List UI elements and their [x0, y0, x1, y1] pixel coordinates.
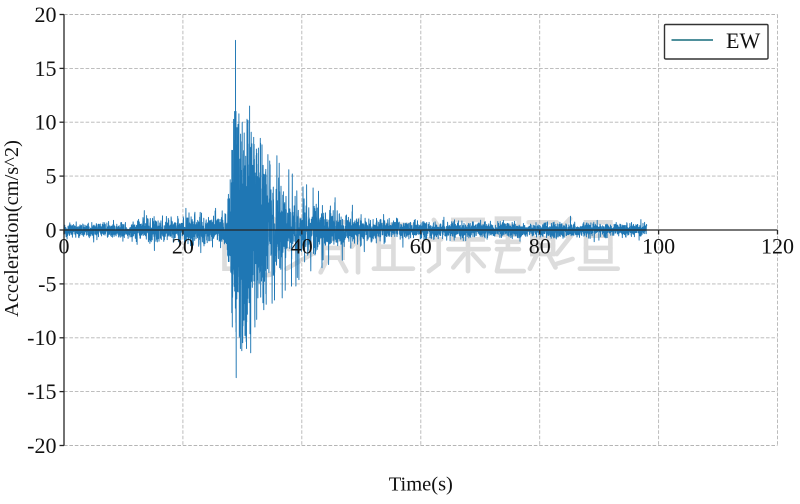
- svg-text:5: 5: [46, 164, 57, 189]
- svg-text:Time(s): Time(s): [389, 474, 453, 496]
- svg-text:EW: EW: [726, 28, 760, 53]
- svg-text:80: 80: [529, 234, 551, 259]
- svg-text:-10: -10: [27, 325, 56, 350]
- svg-text:60: 60: [410, 234, 432, 259]
- svg-text:-5: -5: [38, 271, 56, 296]
- svg-text:0: 0: [59, 234, 70, 259]
- svg-text:20: 20: [35, 2, 57, 27]
- svg-text:100: 100: [642, 234, 675, 259]
- svg-text:120: 120: [761, 234, 794, 259]
- svg-text:10: 10: [35, 110, 57, 135]
- svg-text:20: 20: [172, 234, 194, 259]
- svg-text:15: 15: [35, 56, 57, 81]
- svg-text:-15: -15: [27, 379, 56, 404]
- svg-text:-20: -20: [27, 433, 56, 458]
- svg-text:40: 40: [291, 234, 313, 259]
- svg-text:Acceleration(cm/s^2): Acceleration(cm/s^2): [1, 140, 23, 317]
- svg-text:0: 0: [46, 217, 57, 242]
